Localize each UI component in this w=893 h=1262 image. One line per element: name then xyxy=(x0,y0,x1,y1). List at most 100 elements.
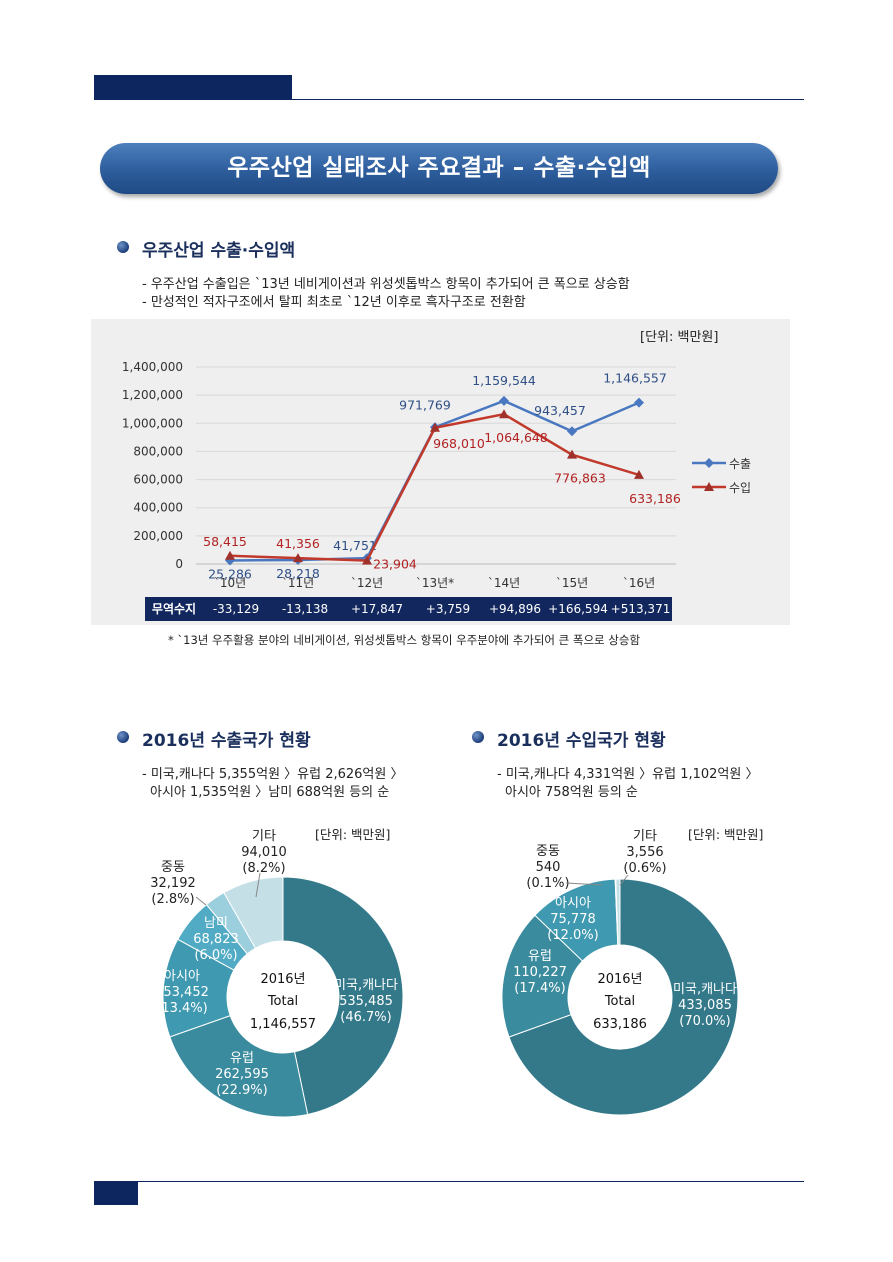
export-data-label: 25,286 xyxy=(208,566,252,581)
slice-pct-label: (6.0%) xyxy=(194,948,237,963)
desc-line-1: - 우주산업 수출입은 `13년 네비게이션과 위성셋톱박스 항목이 추가되어 … xyxy=(142,277,630,292)
export-point xyxy=(499,395,509,406)
y-tick-label: 400,000 xyxy=(133,501,183,515)
export-unit: [단위: 백만원] xyxy=(315,827,391,842)
import-point xyxy=(634,469,644,479)
slice-name-label: 미국,캐나다 xyxy=(673,982,737,997)
slice-name-label: 유럽 xyxy=(528,949,552,964)
slice-value-label: 94,010 xyxy=(241,845,287,860)
trade-balance-bar: 무역수지 -33,129 -13,138 +17,847 +3,759 +94,… xyxy=(145,597,672,621)
y-tick-label: 1,400,000 xyxy=(122,360,183,374)
slice-value-label: 433,085 xyxy=(678,998,732,1013)
donut-hole xyxy=(227,941,339,1053)
export-data-label: 1,159,544 xyxy=(472,373,536,388)
export-data-label: 943,457 xyxy=(534,403,586,418)
slice-name-label: 남미 xyxy=(204,916,228,931)
line-chart: 0 200,000 400,000 600,000 800,000 1,000,000 1,… xyxy=(122,360,751,590)
export-point xyxy=(567,426,577,437)
section-heading-import: 2016년 수입국가 현황 xyxy=(497,731,666,751)
import-desc-line-2: 아시아 758억원 등의 순 xyxy=(505,785,638,800)
import-data-label: 1,064,648 xyxy=(484,430,548,445)
footer-rule xyxy=(94,1181,804,1182)
header-bar xyxy=(94,75,292,100)
leader-line xyxy=(195,896,207,906)
slice-value-label: 75,778 xyxy=(550,912,596,927)
bullet-icon xyxy=(117,731,129,743)
import-data-label: 776,863 xyxy=(554,471,606,486)
y-tick-label: 1,000,000 xyxy=(122,416,183,430)
slice-value-label: 68,823 xyxy=(193,932,239,947)
slice-value-label: 535,485 xyxy=(339,994,393,1009)
donut-center-total: 633,186 xyxy=(593,1017,647,1032)
import-point xyxy=(362,555,372,565)
export-data-label: 41,751 xyxy=(333,538,377,553)
import-unit: [단위: 백만원] xyxy=(688,827,764,842)
section-heading-export: 2016년 수출국가 현황 xyxy=(142,731,311,751)
trade-balance-value: +166,594 xyxy=(548,602,608,616)
trade-balance-value: -33,129 xyxy=(212,602,260,616)
bullet-icon xyxy=(117,241,129,253)
slice-pct-label: (12.0%) xyxy=(547,928,598,943)
trade-balance-value: +17,847 xyxy=(350,602,404,616)
header-rule xyxy=(94,99,804,100)
leader-line xyxy=(255,872,261,898)
slice-value-label: 262,595 xyxy=(215,1067,269,1082)
import-point xyxy=(499,409,509,419)
donut-center-year: 2016년 xyxy=(260,972,305,987)
slice-name-label: 중동 xyxy=(161,860,185,875)
export-data-label: 28,218 xyxy=(276,566,320,581)
export-data-label: 1,146,557 xyxy=(603,371,667,386)
slice-pct-label: (13.4%) xyxy=(156,1001,207,1016)
x-tick-label: `12년 xyxy=(351,576,383,590)
legend-export-label: 수출 xyxy=(729,457,751,471)
slice-name-label: 유럽 xyxy=(230,1051,254,1066)
slice-name-label: 미국,캐나다 xyxy=(334,978,398,993)
trade-balance-value: +3,759 xyxy=(425,602,471,616)
y-tick-label: 200,000 xyxy=(133,529,183,543)
slice-value-label: 32,192 xyxy=(150,876,196,891)
legend-import-marker xyxy=(704,482,714,491)
y-tick-label: 1,200,000 xyxy=(122,388,183,402)
export-point xyxy=(634,397,644,408)
slice-name-label: 기타 xyxy=(252,829,276,844)
import-point xyxy=(225,550,235,560)
x-tick-label: `15년 xyxy=(556,576,588,590)
slice-name-label: 기타 xyxy=(633,829,657,844)
leader-line xyxy=(619,874,629,886)
x-tick-label: `10년 xyxy=(214,576,246,590)
y-tick-label: 800,000 xyxy=(133,444,183,458)
x-tick-label: `16년 xyxy=(623,576,655,590)
section-heading-trade: 우주산업 수출·수입액 xyxy=(142,241,296,261)
x-tick-label: `13년* xyxy=(416,576,454,590)
slice-value-label: 540 xyxy=(536,860,561,875)
desc-line-2: - 만성적인 적자구조에서 탈피 최초로 `12년 이후로 흑자구조로 전환함 xyxy=(142,295,526,310)
leader-line xyxy=(565,882,603,886)
slice-name-label: 아시아 xyxy=(164,969,200,984)
import-point xyxy=(293,553,303,563)
y-tick-label: 600,000 xyxy=(133,473,183,487)
import-data-label: 968,010 xyxy=(433,436,485,451)
export-desc-line-2: 아시아 1,535억원 〉남미 688억원 등의 순 xyxy=(150,785,390,800)
footer-bar xyxy=(94,1181,138,1205)
import-point xyxy=(567,449,577,459)
slice-pct-label: (46.7%) xyxy=(340,1010,391,1025)
slice-pct-label: (0.6%) xyxy=(623,861,666,876)
trade-balance-value: -13,138 xyxy=(281,602,329,616)
trade-balance-value: +94,896 xyxy=(488,602,542,616)
slice-pct-label: (17.4%) xyxy=(514,981,565,996)
donut-center-total: 1,146,557 xyxy=(250,1017,316,1032)
export-desc-line-1: - 미국,캐나다 5,355억원 〉유럽 2,626억원 〉 xyxy=(142,767,404,782)
import-data-label: 41,356 xyxy=(276,536,320,551)
trade-balance-value: +513,371 xyxy=(610,602,671,616)
slice-name-label: 중동 xyxy=(536,844,560,859)
x-tick-label: `11년 xyxy=(282,576,314,590)
legend-import-label: 수입 xyxy=(729,481,751,495)
slice-pct-label: (0.1%) xyxy=(526,876,569,891)
page-title: 우주산업 실태조사 주요결과 – 수출·수입액 xyxy=(100,143,778,194)
bullet-icon xyxy=(472,731,484,743)
donut-center-label: Total xyxy=(267,994,298,1009)
line-chart-panel xyxy=(91,319,790,625)
import-point xyxy=(430,422,440,432)
